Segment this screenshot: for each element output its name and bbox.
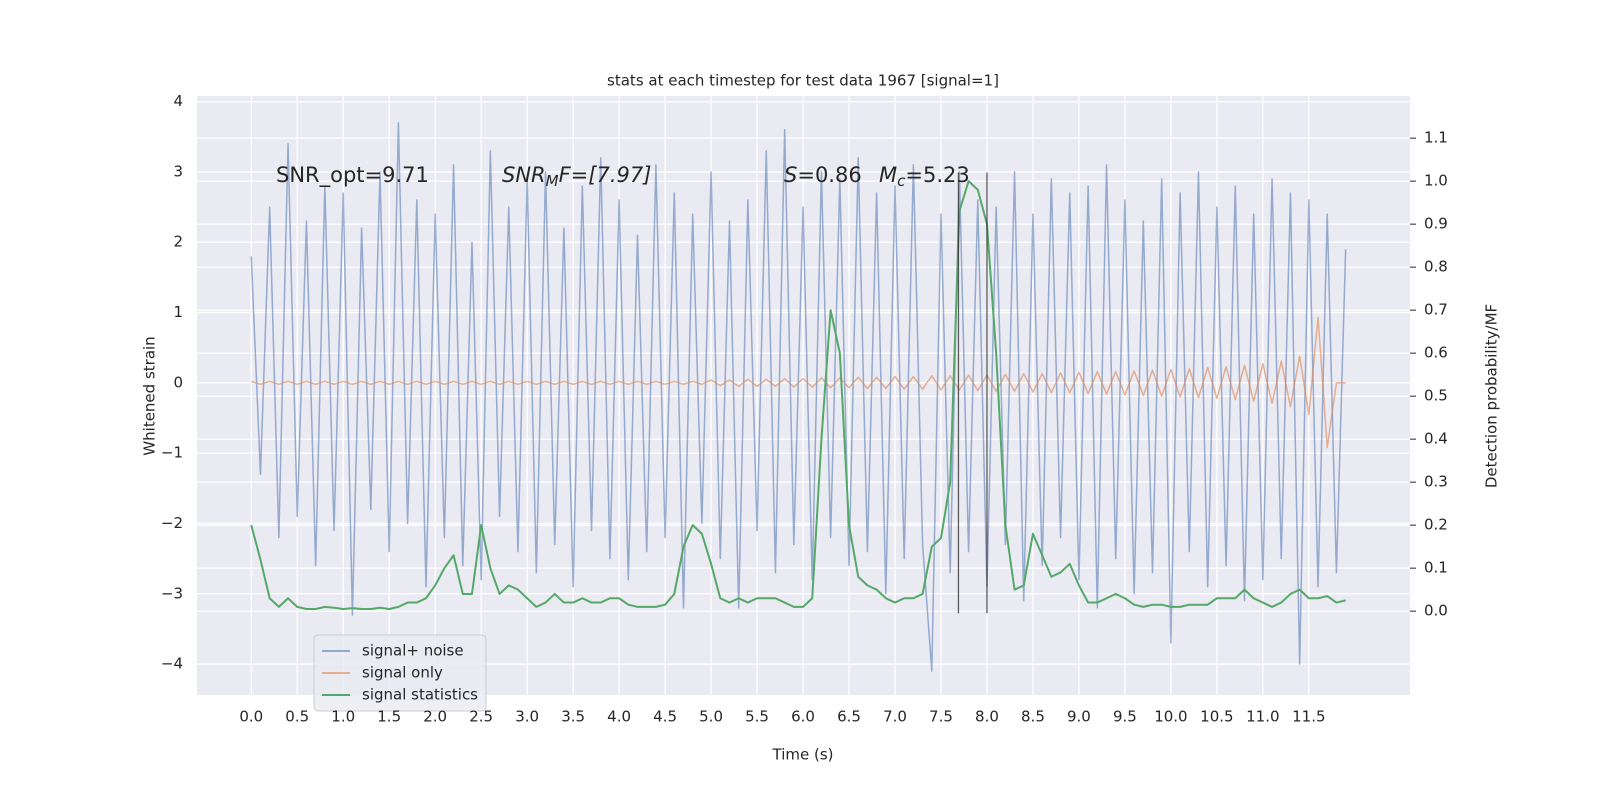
y2-tick-label: 0.8 (1424, 258, 1448, 276)
x-tick-label: 11.5 (1292, 708, 1325, 726)
x-tick-label: 8.5 (1021, 708, 1045, 726)
annotation: Mc=5.23 (879, 163, 970, 190)
y-tick-label: 3 (173, 162, 183, 180)
legend-box (313, 634, 487, 712)
x-tick-label: 0.0 (239, 708, 263, 726)
x-tick-label: 2.0 (423, 708, 447, 726)
y2-tick-label: 1.1 (1424, 129, 1448, 147)
legend: signal+ noise signal only signal statistic… (313, 634, 487, 712)
annotation-part: F=[7.97] (559, 163, 652, 187)
annotation-part: =0.86 (797, 163, 861, 187)
x-tick-label: 4.5 (653, 708, 677, 726)
y2-axis-label: Detection probability/MF (1483, 304, 1501, 488)
x-tick-label: 5.0 (699, 708, 723, 726)
y-axis-label: Whitened strain (141, 336, 159, 455)
annotation-part: SNR (502, 163, 546, 187)
y-tick-label: −3 (161, 584, 183, 602)
x-tick-label: 9.5 (1113, 708, 1137, 726)
x-tick-label: 11.0 (1246, 708, 1279, 726)
y2-tick-label: 1.0 (1424, 172, 1448, 190)
y-tick-label: −4 (161, 655, 183, 673)
annotation-part: =5.23 (905, 163, 969, 187)
y-tick-label: 0 (173, 373, 183, 391)
x-tick-label: 1.5 (377, 708, 401, 726)
x-tick-label: 10.5 (1200, 708, 1233, 726)
annotation: SNR_opt=9.71 (276, 163, 429, 188)
y-tick-label: −1 (161, 444, 183, 462)
x-tick-label: 1.0 (331, 708, 355, 726)
legend-label: signal only (362, 664, 443, 682)
x-tick-label: 9.0 (1067, 708, 1091, 726)
legend-label: signal+ noise (362, 642, 464, 660)
y-tick-label: 2 (173, 233, 183, 251)
marks (250, 121, 1347, 672)
series-line (251, 316, 1346, 449)
y2-tick-label: 0.4 (1424, 430, 1448, 448)
annotation: S=0.86 (784, 163, 862, 187)
x-tick-label: 3.5 (561, 708, 585, 726)
annotation-part: c (897, 172, 906, 190)
y2-tick-label: 0.5 (1424, 387, 1448, 405)
y2-tick-label: 0.2 (1424, 516, 1448, 534)
series-line (250, 180, 1346, 610)
x-tick-label: 0.5 (285, 708, 309, 726)
y-tick-label: 4 (173, 92, 183, 110)
y2-tick-label: 0.7 (1424, 301, 1448, 319)
chart-title: stats at each timestep for test data 196… (607, 72, 999, 90)
x-tick-label: 7.5 (929, 708, 953, 726)
annotation: SNRMF=[7.97] (502, 163, 651, 190)
x-tick-label: 8.0 (975, 708, 999, 726)
x-tick-label: 10.0 (1154, 708, 1187, 726)
x-tick-label: 3.0 (515, 708, 539, 726)
y2-tick-label: 0.0 (1424, 602, 1448, 620)
x-axis-label: Time (s) (772, 746, 834, 764)
annotation-part: M (546, 172, 559, 190)
y2-tick-label: 0.6 (1424, 344, 1448, 362)
x-tick-label: 6.5 (837, 708, 861, 726)
x-tick-label: 2.5 (469, 708, 493, 726)
annotation-part: M (879, 163, 897, 187)
x-tick-label: 5.5 (745, 708, 769, 726)
y2-tick-label: 0.1 (1424, 559, 1448, 577)
y-tick-label: −2 (161, 514, 183, 532)
annotation-part: S (784, 163, 797, 187)
x-tick-label: 4.0 (607, 708, 631, 726)
x-tick-label: 6.0 (791, 708, 815, 726)
y2-tick-label: 0.3 (1424, 473, 1448, 491)
y-tick-label: 1 (173, 303, 183, 321)
x-tick-label: 7.0 (883, 708, 907, 726)
y2-tick-label: 0.9 (1424, 215, 1448, 233)
series-line (250, 121, 1347, 672)
legend-label: signal statistics (362, 686, 478, 704)
